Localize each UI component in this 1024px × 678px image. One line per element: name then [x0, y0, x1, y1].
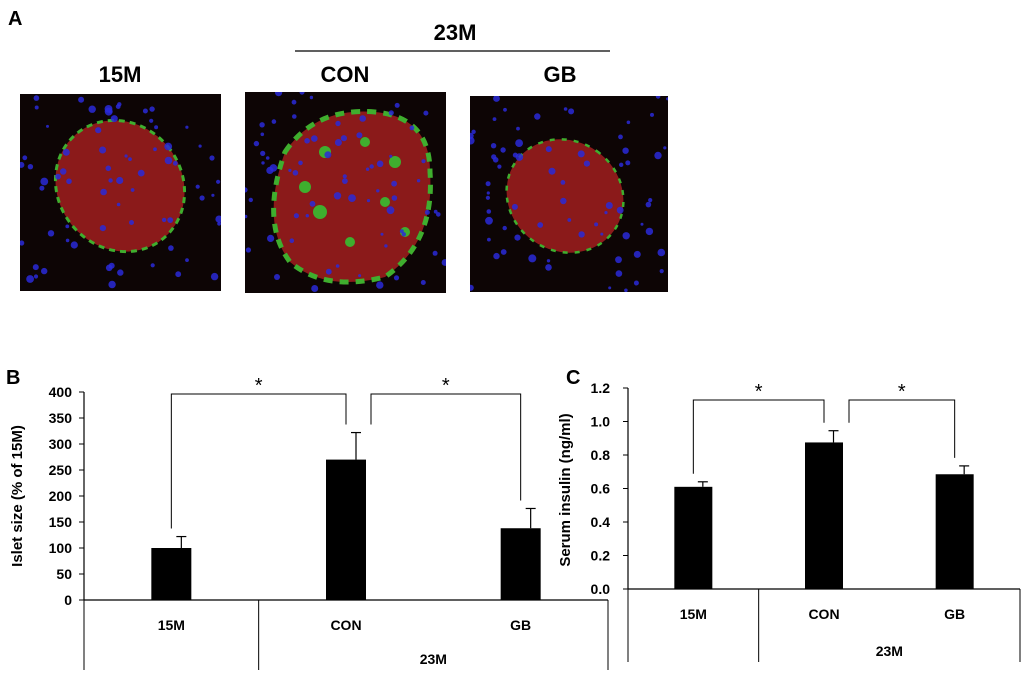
panel-c-letter: C: [566, 367, 580, 389]
y-tick-label-b: 0: [64, 592, 72, 608]
y-axis-label-c: Serum insulin (ng/ml): [557, 413, 574, 566]
panel-b-letter: B: [6, 367, 20, 389]
y-tick-label-c: 1.2: [591, 380, 611, 396]
y-tick-label-b: 250: [49, 462, 73, 478]
significance-star-c-1: *: [898, 381, 906, 403]
image-label-con: CON: [320, 62, 370, 87]
green-cells: [299, 137, 410, 247]
y-tick-label-b: 200: [49, 488, 73, 504]
islet-border-cells: [505, 138, 625, 254]
x-tick-label-b-gb: GB: [510, 617, 531, 633]
significance-star-b-1: *: [442, 375, 450, 397]
x-group-label-c: 23M: [876, 643, 903, 659]
y-tick-label-c: 0.0: [591, 581, 611, 597]
y-tick-label-c: 1.0: [591, 414, 611, 430]
significance-bracket-b-0: [170, 393, 347, 529]
bar-c-gb: [935, 474, 974, 589]
micrograph-15m: [20, 94, 221, 291]
image-label-gb: GB: [543, 62, 577, 87]
x-tick-label-b-15m: 15M: [158, 617, 185, 633]
bar-c-15m: [674, 486, 713, 589]
bar-b-con: [326, 459, 366, 600]
nuclei: [245, 92, 446, 292]
x-tick-label-c-gb: GB: [944, 606, 965, 622]
x-tick-label-c-con: CON: [808, 606, 839, 622]
y-tick-label-b: 50: [56, 566, 72, 582]
y-tick-label-c: 0.2: [591, 548, 611, 564]
y-tick-label-c: 0.6: [591, 481, 611, 497]
bar-b-15m: [151, 548, 192, 600]
group-label-23m: 23M: [433, 20, 477, 45]
y-tick-label-b: 300: [49, 436, 73, 452]
nuclei: [20, 95, 221, 289]
significance-bracket-b-1: [370, 393, 522, 501]
x-group-label-b: 23M: [420, 651, 447, 667]
significance-bracket-c-1: [848, 399, 956, 458]
bar-b-gb: [500, 528, 541, 600]
x-tick-label-c-15m: 15M: [680, 606, 707, 622]
micrograph-23m-con: [245, 92, 446, 293]
significance-star-c-0: *: [755, 381, 763, 403]
significance-star-b-0: *: [255, 375, 263, 397]
y-tick-label-c: 0.4: [591, 514, 611, 530]
islet-region: [55, 120, 185, 252]
panel-a-letter: A: [8, 8, 23, 30]
image-label-15m: 15M: [98, 62, 142, 87]
x-tick-label-b-con: CON: [330, 617, 361, 633]
significance-bracket-c-0: [692, 399, 825, 474]
micrograph-23m-gb: [470, 96, 668, 292]
y-tick-label-b: 400: [49, 384, 73, 400]
y-tick-label-b: 100: [49, 540, 73, 556]
nuclei: [470, 96, 668, 292]
islet-border-cells: [271, 109, 433, 285]
y-tick-label-c: 0.8: [591, 447, 611, 463]
bar-c-con: [805, 442, 843, 589]
y-tick-label-b: 150: [49, 514, 73, 530]
y-tick-label-b: 350: [49, 410, 73, 426]
group-bracket-a: [295, 50, 610, 52]
y-axis-label-b: Islet size (% of 15M): [9, 425, 26, 567]
